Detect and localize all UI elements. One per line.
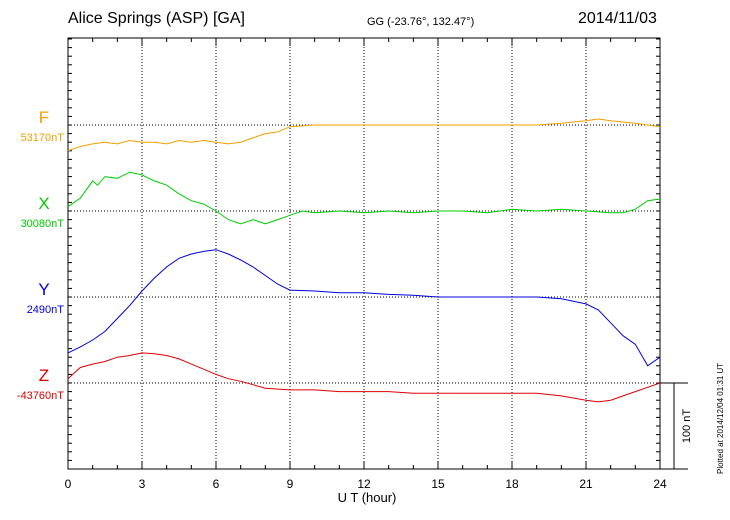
- channel-name-x: X: [38, 194, 49, 213]
- channel-baseline-y: 2490nT: [27, 304, 65, 316]
- series-line-f: [67, 118, 661, 152]
- x-axis-ticks: 0 3 6 9 12 15 18 21 24: [65, 38, 667, 491]
- x-axis-title: U T (hour): [338, 490, 397, 505]
- x-tick-label: 24: [653, 477, 667, 491]
- x-tick-label: 15: [431, 477, 445, 491]
- x-tick-label: 21: [579, 477, 593, 491]
- channel-name-f: F: [39, 108, 49, 127]
- series-line-x: [67, 171, 661, 225]
- channel-baseline-z: -43760nT: [17, 390, 64, 402]
- grid: [68, 38, 660, 469]
- scale-bar-label: 100 nT: [681, 409, 693, 444]
- station-title: Alice Springs (ASP) [GA]: [68, 10, 245, 27]
- channel-name-y: Y: [38, 280, 49, 299]
- x-tick-label: 9: [287, 477, 294, 491]
- date-label: 2014/11/03: [578, 10, 657, 27]
- channel-labels: F 53170nT X 30080nT Y 2490nT Z -43760nT: [17, 108, 64, 402]
- series-line-z: [67, 352, 661, 403]
- x-tick-label: 0: [65, 477, 72, 491]
- x-tick-label: 18: [505, 477, 519, 491]
- series-line-y: [67, 249, 661, 367]
- channel-name-z: Z: [39, 366, 49, 385]
- channel-baseline-x: 30080nT: [21, 218, 65, 230]
- x-tick-label: 3: [139, 477, 146, 491]
- channel-baseline-f: 53170nT: [21, 132, 65, 144]
- x-tick-label: 6: [213, 477, 220, 491]
- scale-bar: 100 nT: [660, 382, 693, 470]
- series-lines: [67, 118, 661, 403]
- coordinates-label: GG (-23.76°, 132.47°): [367, 16, 475, 28]
- x-tick-label: 12: [357, 477, 371, 491]
